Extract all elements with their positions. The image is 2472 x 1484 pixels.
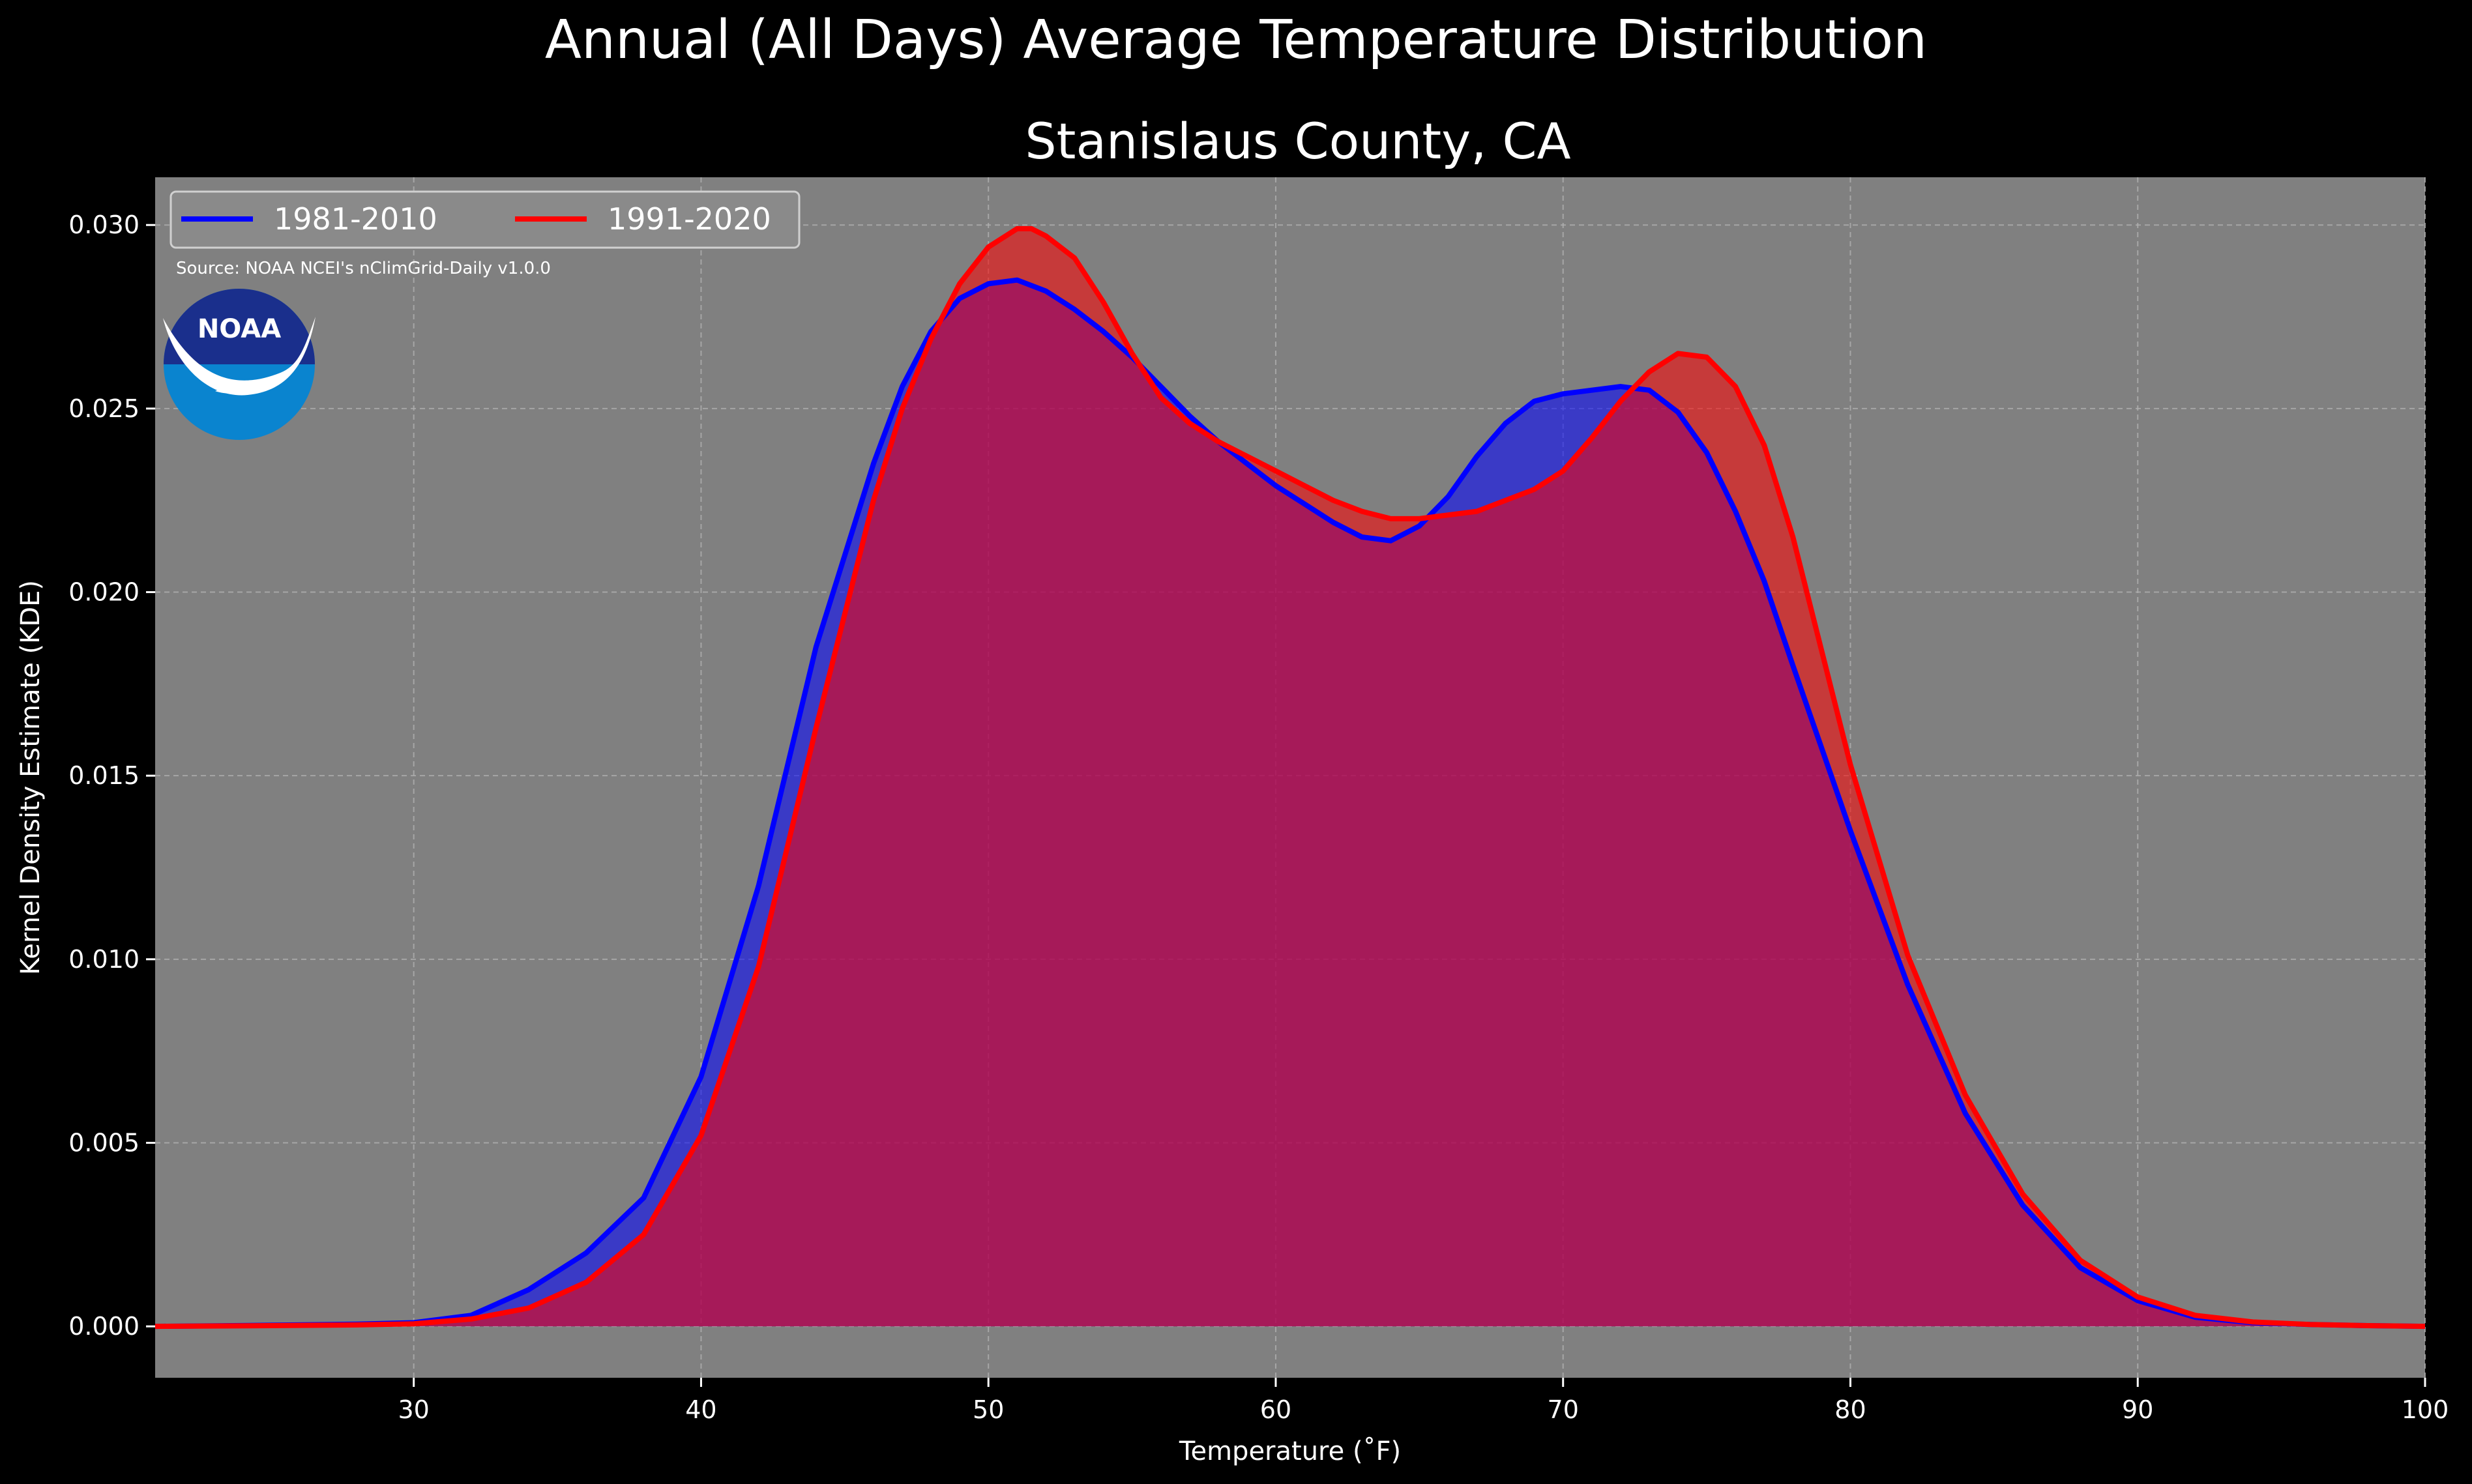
y-tick-label: 0.020 <box>68 578 140 607</box>
y-tick-label: 0.000 <box>68 1312 140 1341</box>
legend-label: 1991-2020 <box>608 201 771 237</box>
noaa-logo-text: NOAA <box>198 314 281 344</box>
y-tick-label: 0.025 <box>68 394 140 423</box>
noaa-logo-gull-icon <box>163 317 316 396</box>
x-tick-label: 70 <box>1548 1395 1579 1424</box>
noaa-logo-sky <box>164 289 315 364</box>
x-tick-label: 60 <box>1260 1395 1291 1424</box>
series-area-1991-2020 <box>155 228 2425 1327</box>
series-line-1991-2020 <box>154 226 2426 1330</box>
x-tick-label: 40 <box>685 1395 716 1424</box>
x-axis-label: Temperature (˚F) <box>1179 1436 1401 1466</box>
figure-suptitle: Annual (All Days) Average Temperature Di… <box>544 9 1928 71</box>
y-tick-label: 0.030 <box>68 211 140 239</box>
x-tick-label: 50 <box>973 1395 1004 1424</box>
chart-title: Stanislaus County, CA <box>1025 112 1571 170</box>
x-tick-label: 30 <box>398 1395 430 1424</box>
y-axis-label: Kernel Density Estimate (KDE) <box>16 580 46 975</box>
y-tick-label: 0.010 <box>68 945 140 974</box>
legend-label: 1981-2010 <box>274 201 437 237</box>
source-note: Source: NOAA NCEI's nClimGrid-Daily v1.0… <box>176 259 551 278</box>
noaa-logo-gull-tail <box>215 379 274 394</box>
x-tick-label: 90 <box>2122 1395 2153 1424</box>
x-tick-label: 100 <box>2402 1395 2449 1424</box>
y-tick-label: 0.015 <box>68 761 140 790</box>
legend-box <box>169 190 801 249</box>
noaa-logo: NOAA <box>163 289 316 440</box>
series-line-1981-2010 <box>154 277 2426 1330</box>
y-tick-label: 0.005 <box>68 1128 140 1157</box>
x-tick-label: 80 <box>1834 1395 1866 1424</box>
